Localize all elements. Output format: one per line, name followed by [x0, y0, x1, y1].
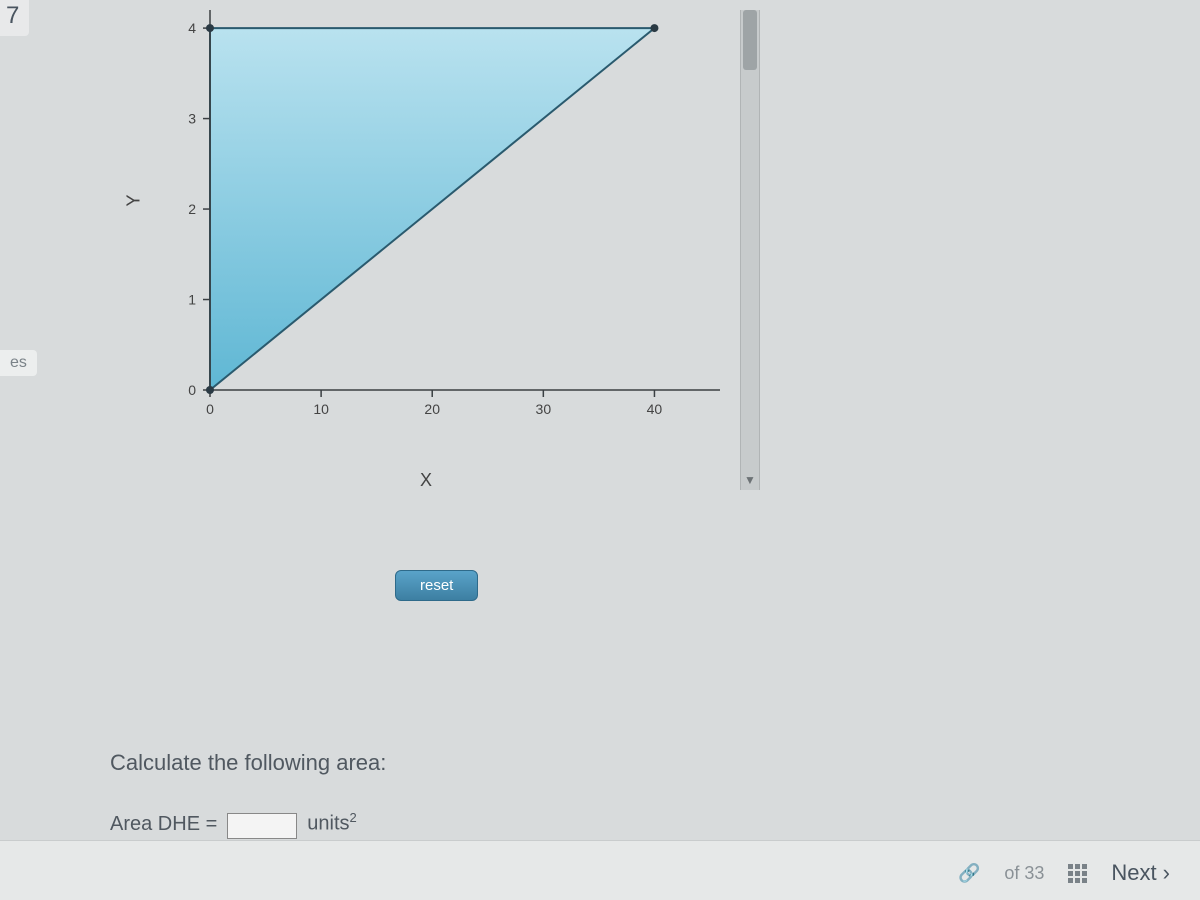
answer-prefix: Area DHE =	[110, 813, 217, 836]
svg-text:20: 20	[424, 401, 440, 417]
content-area: Y 0 10 20 30 40 0 1 2 3 4 X reset ▼ Calculate the…	[100, 10, 1160, 830]
scrollbar-thumb[interactable]	[743, 10, 757, 70]
area-input[interactable]	[227, 813, 297, 839]
reset-button[interactable]: reset	[395, 570, 478, 601]
triangle-chart: 0 10 20 30 40 0 1 2 3 4	[160, 10, 760, 420]
scrollbar-down-arrow[interactable]: ▼	[741, 470, 759, 490]
x-axis-label: X	[420, 470, 432, 491]
svg-text:30: 30	[536, 401, 552, 417]
svg-text:10: 10	[313, 401, 329, 417]
chart-container: Y 01020304001234 X reset	[100, 10, 760, 420]
svg-text:2: 2	[188, 201, 196, 217]
units-exponent: 2	[350, 810, 357, 825]
question-number-badge: 7	[0, 0, 29, 36]
footer-bar: 🔗 of 33 Next ›	[0, 840, 1200, 900]
next-label: Next	[1111, 860, 1156, 886]
y-axis-label: Y	[124, 194, 145, 206]
svg-text:4: 4	[188, 20, 196, 36]
page-count: of 33	[1004, 863, 1044, 884]
answer-row: Area DHE = units2	[110, 810, 357, 839]
svg-text:1: 1	[188, 292, 196, 308]
left-tab[interactable]: es	[0, 350, 37, 376]
svg-text:3: 3	[188, 111, 196, 127]
units-base: units	[307, 813, 349, 835]
answer-units: units2	[307, 810, 356, 836]
grid-icon[interactable]	[1068, 864, 1087, 883]
question-prompt: Calculate the following area:	[110, 750, 386, 776]
link-icon[interactable]: 🔗	[958, 863, 980, 884]
vertical-scrollbar[interactable]: ▼	[740, 10, 760, 490]
svg-text:0: 0	[188, 382, 196, 398]
chevron-right-icon: ›	[1163, 860, 1170, 886]
next-button[interactable]: Next ›	[1111, 860, 1170, 886]
svg-text:40: 40	[647, 401, 663, 417]
svg-text:0: 0	[206, 401, 214, 417]
